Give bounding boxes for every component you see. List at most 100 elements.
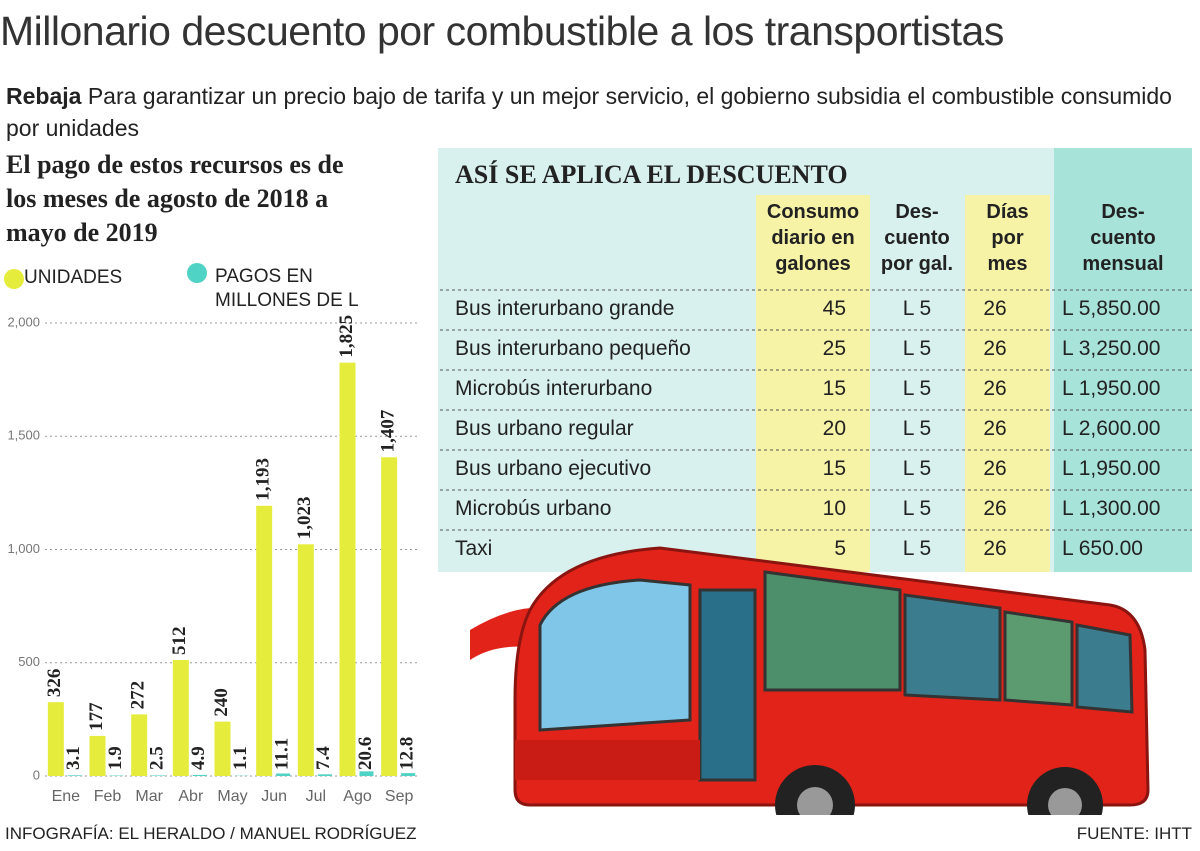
- table-cell: 15: [822, 457, 846, 480]
- column-header: Des- cuento por gal.: [880, 201, 954, 275]
- page-title: Millonario descuento por combustible a l…: [0, 8, 1004, 54]
- table-cell: L 3,250.00: [1062, 337, 1161, 360]
- table-cell: 26: [983, 417, 1007, 440]
- table-cell: 26: [983, 337, 1007, 360]
- table-cell: 10: [822, 497, 846, 520]
- credit: INFOGRAFÍA: EL HERALDO / MANUEL RODRÍGUE…: [5, 824, 417, 843]
- data-label: 11.1: [272, 738, 293, 770]
- table-cell: 26: [983, 297, 1007, 320]
- table-cell: L 5: [902, 457, 932, 480]
- row-label: Bus interurbano grande: [455, 297, 675, 320]
- table-cell: 20: [822, 417, 846, 440]
- x-tick-label: Sep: [385, 788, 414, 805]
- table-cell: 45: [822, 297, 846, 320]
- x-tick-label: Mar: [135, 788, 163, 805]
- table-cell: L 1,950.00: [1062, 377, 1161, 400]
- table-cell: L 5: [902, 497, 932, 520]
- table-cell: 25: [822, 337, 846, 360]
- data-label: 326: [44, 669, 65, 698]
- data-label: 7.4: [313, 746, 334, 770]
- x-tick-label: Ago: [343, 788, 372, 805]
- bar: [67, 775, 82, 776]
- column-header: Consumo diario en galones: [766, 201, 860, 275]
- table-cell: 26: [983, 497, 1007, 520]
- bar: [131, 714, 148, 776]
- bar: [192, 774, 207, 776]
- data-label: 1,193: [253, 458, 274, 501]
- chart-subtitle: El pago de estos recursos es de los mese…: [6, 150, 344, 247]
- table-cell: 26: [983, 537, 1007, 560]
- row-label: Bus interurbano pequeño: [455, 337, 691, 360]
- bar: [214, 721, 231, 776]
- bar: [401, 773, 416, 776]
- row-label: Bus urbano ejecutivo: [455, 457, 652, 480]
- table-title: ASÍ SE APLICA EL DESCUENTO: [455, 160, 848, 189]
- data-label: 272: [128, 681, 149, 710]
- table-cell: L 5: [902, 537, 932, 560]
- legend-label: PAGOS EN MILLONES DE L: [215, 266, 359, 311]
- intro-text: Para garantizar un precio bajo de tarifa…: [6, 83, 1172, 141]
- data-label: 177: [86, 702, 107, 731]
- bar: [151, 775, 166, 776]
- legend-swatch: [4, 269, 24, 289]
- y-tick-label: 1,500: [7, 428, 40, 443]
- table-cell: 5: [834, 537, 846, 560]
- column-header: Días por mes: [986, 201, 1029, 275]
- bar-chart: 0 500 1,000 1,500 2,000 Ene 326 3.1 Feb 177 1.9 Mar…: [7, 314, 420, 805]
- data-label: 512: [169, 627, 190, 656]
- column-highlight: [965, 195, 1050, 572]
- bar: [381, 457, 398, 776]
- table-cell: L 5: [902, 297, 932, 320]
- row-label: Taxi: [455, 537, 493, 560]
- table-cell: 15: [822, 377, 846, 400]
- table-cell: L 2,600.00: [1062, 417, 1161, 440]
- data-label: 1.1: [230, 746, 251, 770]
- data-label: 2.5: [147, 746, 168, 770]
- intro-lead: Rebaja: [6, 83, 82, 109]
- intro: Rebaja Para garantizar un precio bajo de…: [6, 80, 1186, 144]
- data-label: 12.8: [397, 737, 418, 770]
- bar: [47, 702, 64, 776]
- x-tick-label: Jun: [261, 788, 287, 805]
- data-label: 20.6: [355, 737, 376, 770]
- x-tick-label: Feb: [94, 788, 122, 805]
- table-cell: 26: [983, 377, 1007, 400]
- bar: [297, 544, 314, 776]
- column-highlight: [756, 195, 870, 572]
- table-cell: L 5: [902, 417, 932, 440]
- table-cell: 26: [983, 457, 1007, 480]
- bus-illustration: [0, 546, 1200, 851]
- data-label: 1.9: [105, 746, 126, 770]
- bar: [359, 771, 374, 776]
- table-cell: L 650.00: [1062, 537, 1143, 560]
- x-tick-label: May: [217, 788, 247, 805]
- bar: [172, 660, 189, 776]
- y-tick-label: 2,000: [7, 314, 40, 329]
- table-cell: L 1,300.00: [1062, 497, 1161, 520]
- legend-swatch: [187, 263, 207, 283]
- data-label: 3.1: [63, 746, 84, 770]
- table-cell: L 5: [902, 377, 932, 400]
- x-tick-label: Abr: [178, 788, 204, 805]
- x-tick-label: Ene: [52, 788, 81, 805]
- data-label: 240: [211, 688, 232, 717]
- row-label: Microbús urbano: [455, 497, 612, 520]
- table-cell: L 5,850.00: [1062, 297, 1161, 320]
- table-cell: L 5: [902, 337, 932, 360]
- source: FUENTE: IHTT: [1076, 824, 1192, 843]
- bar: [256, 505, 273, 776]
- bar: [317, 774, 332, 776]
- row-label: Bus urbano regular: [455, 417, 634, 440]
- y-tick-label: 0: [33, 767, 40, 782]
- bar: [339, 362, 356, 776]
- y-tick-label: 1,000: [7, 541, 40, 556]
- bar: [89, 735, 106, 776]
- legend-label: UNIDADES: [24, 267, 123, 288]
- x-tick-label: Jul: [306, 788, 326, 805]
- data-label: 4.9: [188, 746, 209, 770]
- data-label: 1,825: [336, 315, 357, 358]
- data-label: 1,407: [378, 409, 399, 452]
- column-header: Des- cuento mensual: [1082, 201, 1164, 275]
